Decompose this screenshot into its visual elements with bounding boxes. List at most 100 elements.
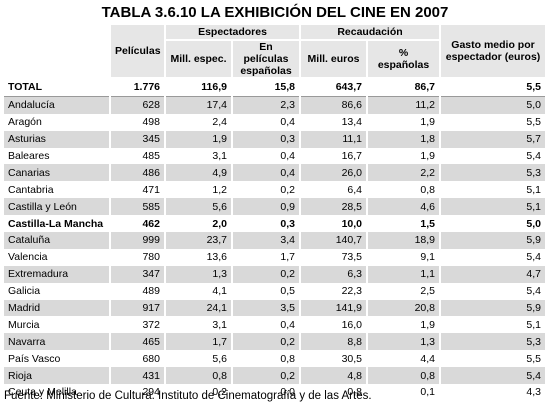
cell: 20,8 (365, 299, 441, 317)
cell: 0,8 (365, 367, 441, 385)
row-label: Navarra (4, 333, 110, 351)
cell: 0,4 (231, 164, 300, 182)
cell: 0,4 (231, 147, 300, 165)
cell: 5,9 (439, 299, 546, 317)
header-cell: Películas (109, 25, 165, 79)
cell: 0,1 (365, 384, 441, 401)
cell: 1,3 (365, 333, 441, 351)
cell: 471 (109, 181, 165, 199)
cell: 11,1 (299, 130, 367, 148)
cell: 5,4 (439, 248, 546, 266)
cell: 0,5 (231, 282, 300, 300)
cell: 0,2 (231, 265, 300, 283)
cell: 2,3 (231, 96, 300, 114)
cell: 1,3 (164, 265, 232, 283)
row-label: Andalucía (4, 96, 110, 114)
cell: 372 (109, 316, 165, 334)
row-label: Madrid (4, 299, 110, 317)
source-note: Fuente: Ministerio de Cultura. Instituto… (4, 390, 372, 402)
cell: 1,9 (365, 316, 441, 334)
table-row: Valencia 780 13,6 1,7 73,5 9,1 5,4 (4, 248, 546, 266)
cell: 498 (109, 113, 165, 131)
table-row: Cataluña 999 23,7 3,4 140,7 18,9 5,9 (4, 232, 546, 249)
cell: 13,4 (299, 113, 367, 131)
cell: 13,6 (164, 248, 232, 266)
cell: 4,1 (164, 282, 232, 300)
cell: 4,8 (299, 367, 367, 385)
cell: 5,7 (439, 130, 546, 148)
row-label: Canarias (4, 164, 110, 182)
cell: 4,9 (164, 164, 232, 182)
cell: 17,4 (164, 96, 232, 114)
cell: 0,2 (231, 367, 300, 385)
cell: 0,8 (164, 367, 232, 385)
cell: 585 (109, 198, 165, 216)
cell: 140,7 (299, 232, 367, 249)
cell: 1,7 (164, 333, 232, 351)
cell: 5,5 (439, 113, 546, 131)
cell: 0,8 (299, 384, 367, 401)
cell: 0,3 (231, 215, 300, 233)
cell: 4,3 (439, 384, 546, 401)
cell: 0,9 (231, 198, 300, 216)
cell: 5,3 (439, 333, 546, 351)
header-cell: Mill. euros (299, 40, 367, 79)
cell: 5,6 (164, 198, 232, 216)
table-row: Murcia 372 3,1 0,4 16,0 1,9 5,1 (4, 316, 546, 334)
cell: 73,5 (299, 248, 367, 266)
cell: 86,6 (299, 96, 367, 114)
cell: 2,2 (365, 164, 441, 182)
cell: 22,3 (299, 282, 367, 300)
table-row: TOTAL 1.776 116,9 15,8 643,7 86,7 5,5 (4, 78, 546, 97)
row-label: Baleares (8, 150, 50, 162)
cell: 0,4 (231, 113, 300, 131)
cell: 489 (109, 282, 165, 300)
cell: 3,4 (231, 232, 300, 249)
table-row: Andalucía 628 17,4 2,3 86,6 11,2 5,0 (4, 96, 546, 114)
table-row: Castilla y León 585 5,6 0,9 28,5 4,6 5,1 (4, 198, 546, 216)
cell: 16,7 (299, 147, 367, 165)
table-row: Aragón 498 2,4 0,4 13,4 1,9 5,5 (4, 113, 546, 131)
cell: 30,5 (299, 350, 367, 368)
cell: 5,0 (439, 215, 546, 233)
cell: 0,2 (231, 181, 300, 199)
cell: 3,1 (164, 147, 232, 165)
cell: 1,5 (365, 215, 441, 233)
row-label: Extremadura (4, 265, 110, 283)
cell: 5,1 (439, 316, 546, 334)
cell: 26,0 (299, 164, 367, 182)
cell: 1.776 (109, 78, 165, 97)
table-row: Extremadura 347 1,3 0,2 6,3 1,1 4,7 (4, 265, 546, 283)
cell: 86,7 (365, 78, 441, 97)
table-row: Baleares 485 3,1 0,4 16,7 1,9 5,4 (4, 147, 546, 165)
corner (4, 25, 110, 79)
table-row: Rioja 431 0,8 0,2 4,8 0,8 5,4 (4, 367, 546, 385)
row-label: TOTAL (4, 78, 110, 97)
cell: 431 (109, 367, 165, 385)
cell: 2,5 (365, 282, 441, 300)
table-row: Cantabria 471 1,2 0,2 6,4 0,8 5,1 (4, 181, 546, 199)
cell: 486 (109, 164, 165, 182)
cell: 1,9 (164, 130, 232, 148)
cell: 5,1 (439, 181, 546, 199)
cell: 780 (109, 248, 165, 266)
cell: 1,1 (365, 265, 441, 283)
cell: 347 (109, 265, 165, 283)
cell: 16,0 (299, 316, 367, 334)
cell: 0,8 (365, 181, 441, 199)
table-body: TOTAL 1.776 116,9 15,8 643,7 86,7 5,5 Andalucía… (4, 78, 546, 401)
cell: 0,4 (231, 316, 300, 334)
cell: 15,8 (231, 78, 300, 97)
cell: 0,0 (231, 384, 300, 401)
cell: 5,9 (439, 232, 546, 249)
cell: 5,0 (439, 96, 546, 114)
cell: 11,2 (365, 96, 441, 114)
row-label: Cantabria (8, 183, 54, 196)
cell: 9,1 (365, 248, 441, 266)
row-label: Cataluña (4, 232, 110, 249)
cell: 5,4 (439, 282, 546, 300)
table-row: Ceuta y Melilla 294 0,2 0,0 0,8 0,1 4,3 (4, 384, 546, 401)
cell: 6,3 (299, 265, 367, 283)
header-cell: Gasto medio por espectador (euros) (439, 25, 546, 79)
row-label: País Vasco (8, 352, 61, 365)
